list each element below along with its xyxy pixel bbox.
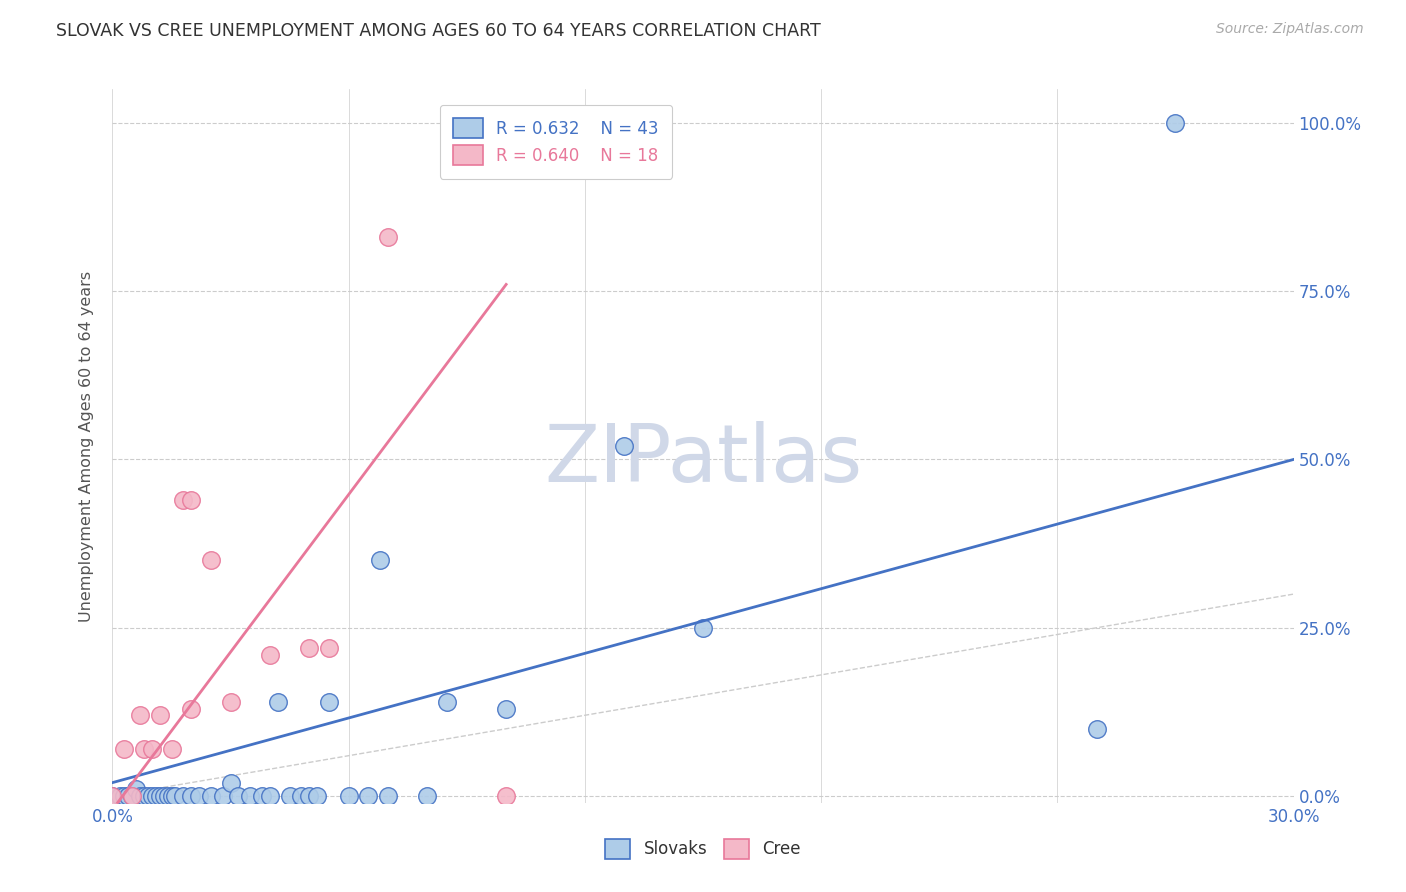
Point bbox=[211, 789, 233, 803]
Point bbox=[172, 789, 194, 803]
Point bbox=[377, 789, 399, 803]
Point bbox=[152, 789, 174, 803]
Point bbox=[318, 640, 340, 655]
Point bbox=[149, 708, 172, 723]
Text: ZIPatlas: ZIPatlas bbox=[544, 421, 862, 500]
Point bbox=[129, 708, 152, 723]
Point bbox=[180, 789, 202, 803]
Point bbox=[318, 695, 340, 709]
Point bbox=[160, 789, 183, 803]
Point bbox=[180, 701, 202, 715]
Point bbox=[117, 789, 139, 803]
Point bbox=[121, 789, 143, 803]
Point bbox=[141, 789, 163, 803]
Point bbox=[307, 789, 329, 803]
Point bbox=[416, 789, 439, 803]
Point bbox=[228, 789, 250, 803]
Point bbox=[357, 789, 380, 803]
Point bbox=[259, 648, 281, 662]
Point bbox=[188, 789, 211, 803]
Point bbox=[1085, 722, 1108, 736]
Point bbox=[101, 789, 124, 803]
Point bbox=[298, 640, 321, 655]
Point bbox=[200, 553, 222, 567]
Point bbox=[368, 553, 391, 567]
Point bbox=[219, 775, 242, 789]
Point bbox=[132, 789, 155, 803]
Point bbox=[141, 742, 163, 756]
Point bbox=[278, 789, 301, 803]
Point bbox=[136, 789, 159, 803]
Point bbox=[495, 701, 517, 715]
Y-axis label: Unemployment Among Ages 60 to 64 years: Unemployment Among Ages 60 to 64 years bbox=[79, 270, 94, 622]
Point bbox=[145, 789, 167, 803]
Point bbox=[239, 789, 262, 803]
Point bbox=[112, 789, 135, 803]
Point bbox=[613, 439, 636, 453]
Point bbox=[132, 742, 155, 756]
Point bbox=[165, 789, 187, 803]
Point bbox=[180, 492, 202, 507]
Point bbox=[129, 789, 152, 803]
Point bbox=[692, 621, 714, 635]
Point bbox=[337, 789, 360, 803]
Point bbox=[160, 742, 183, 756]
Point bbox=[250, 789, 273, 803]
Point bbox=[259, 789, 281, 803]
Point bbox=[219, 695, 242, 709]
Legend: Slovaks, Cree: Slovaks, Cree bbox=[599, 832, 807, 866]
Point bbox=[149, 789, 172, 803]
Point bbox=[298, 789, 321, 803]
Point bbox=[495, 789, 517, 803]
Point bbox=[436, 695, 458, 709]
Point bbox=[112, 742, 135, 756]
Text: Source: ZipAtlas.com: Source: ZipAtlas.com bbox=[1216, 22, 1364, 37]
Point bbox=[172, 492, 194, 507]
Point bbox=[125, 782, 148, 797]
Point bbox=[121, 789, 143, 803]
Point bbox=[377, 230, 399, 244]
Point bbox=[110, 789, 132, 803]
Point bbox=[1164, 116, 1187, 130]
Point bbox=[156, 789, 179, 803]
Point bbox=[200, 789, 222, 803]
Point bbox=[101, 789, 124, 803]
Point bbox=[267, 695, 290, 709]
Text: SLOVAK VS CREE UNEMPLOYMENT AMONG AGES 60 TO 64 YEARS CORRELATION CHART: SLOVAK VS CREE UNEMPLOYMENT AMONG AGES 6… bbox=[56, 22, 821, 40]
Point bbox=[290, 789, 312, 803]
